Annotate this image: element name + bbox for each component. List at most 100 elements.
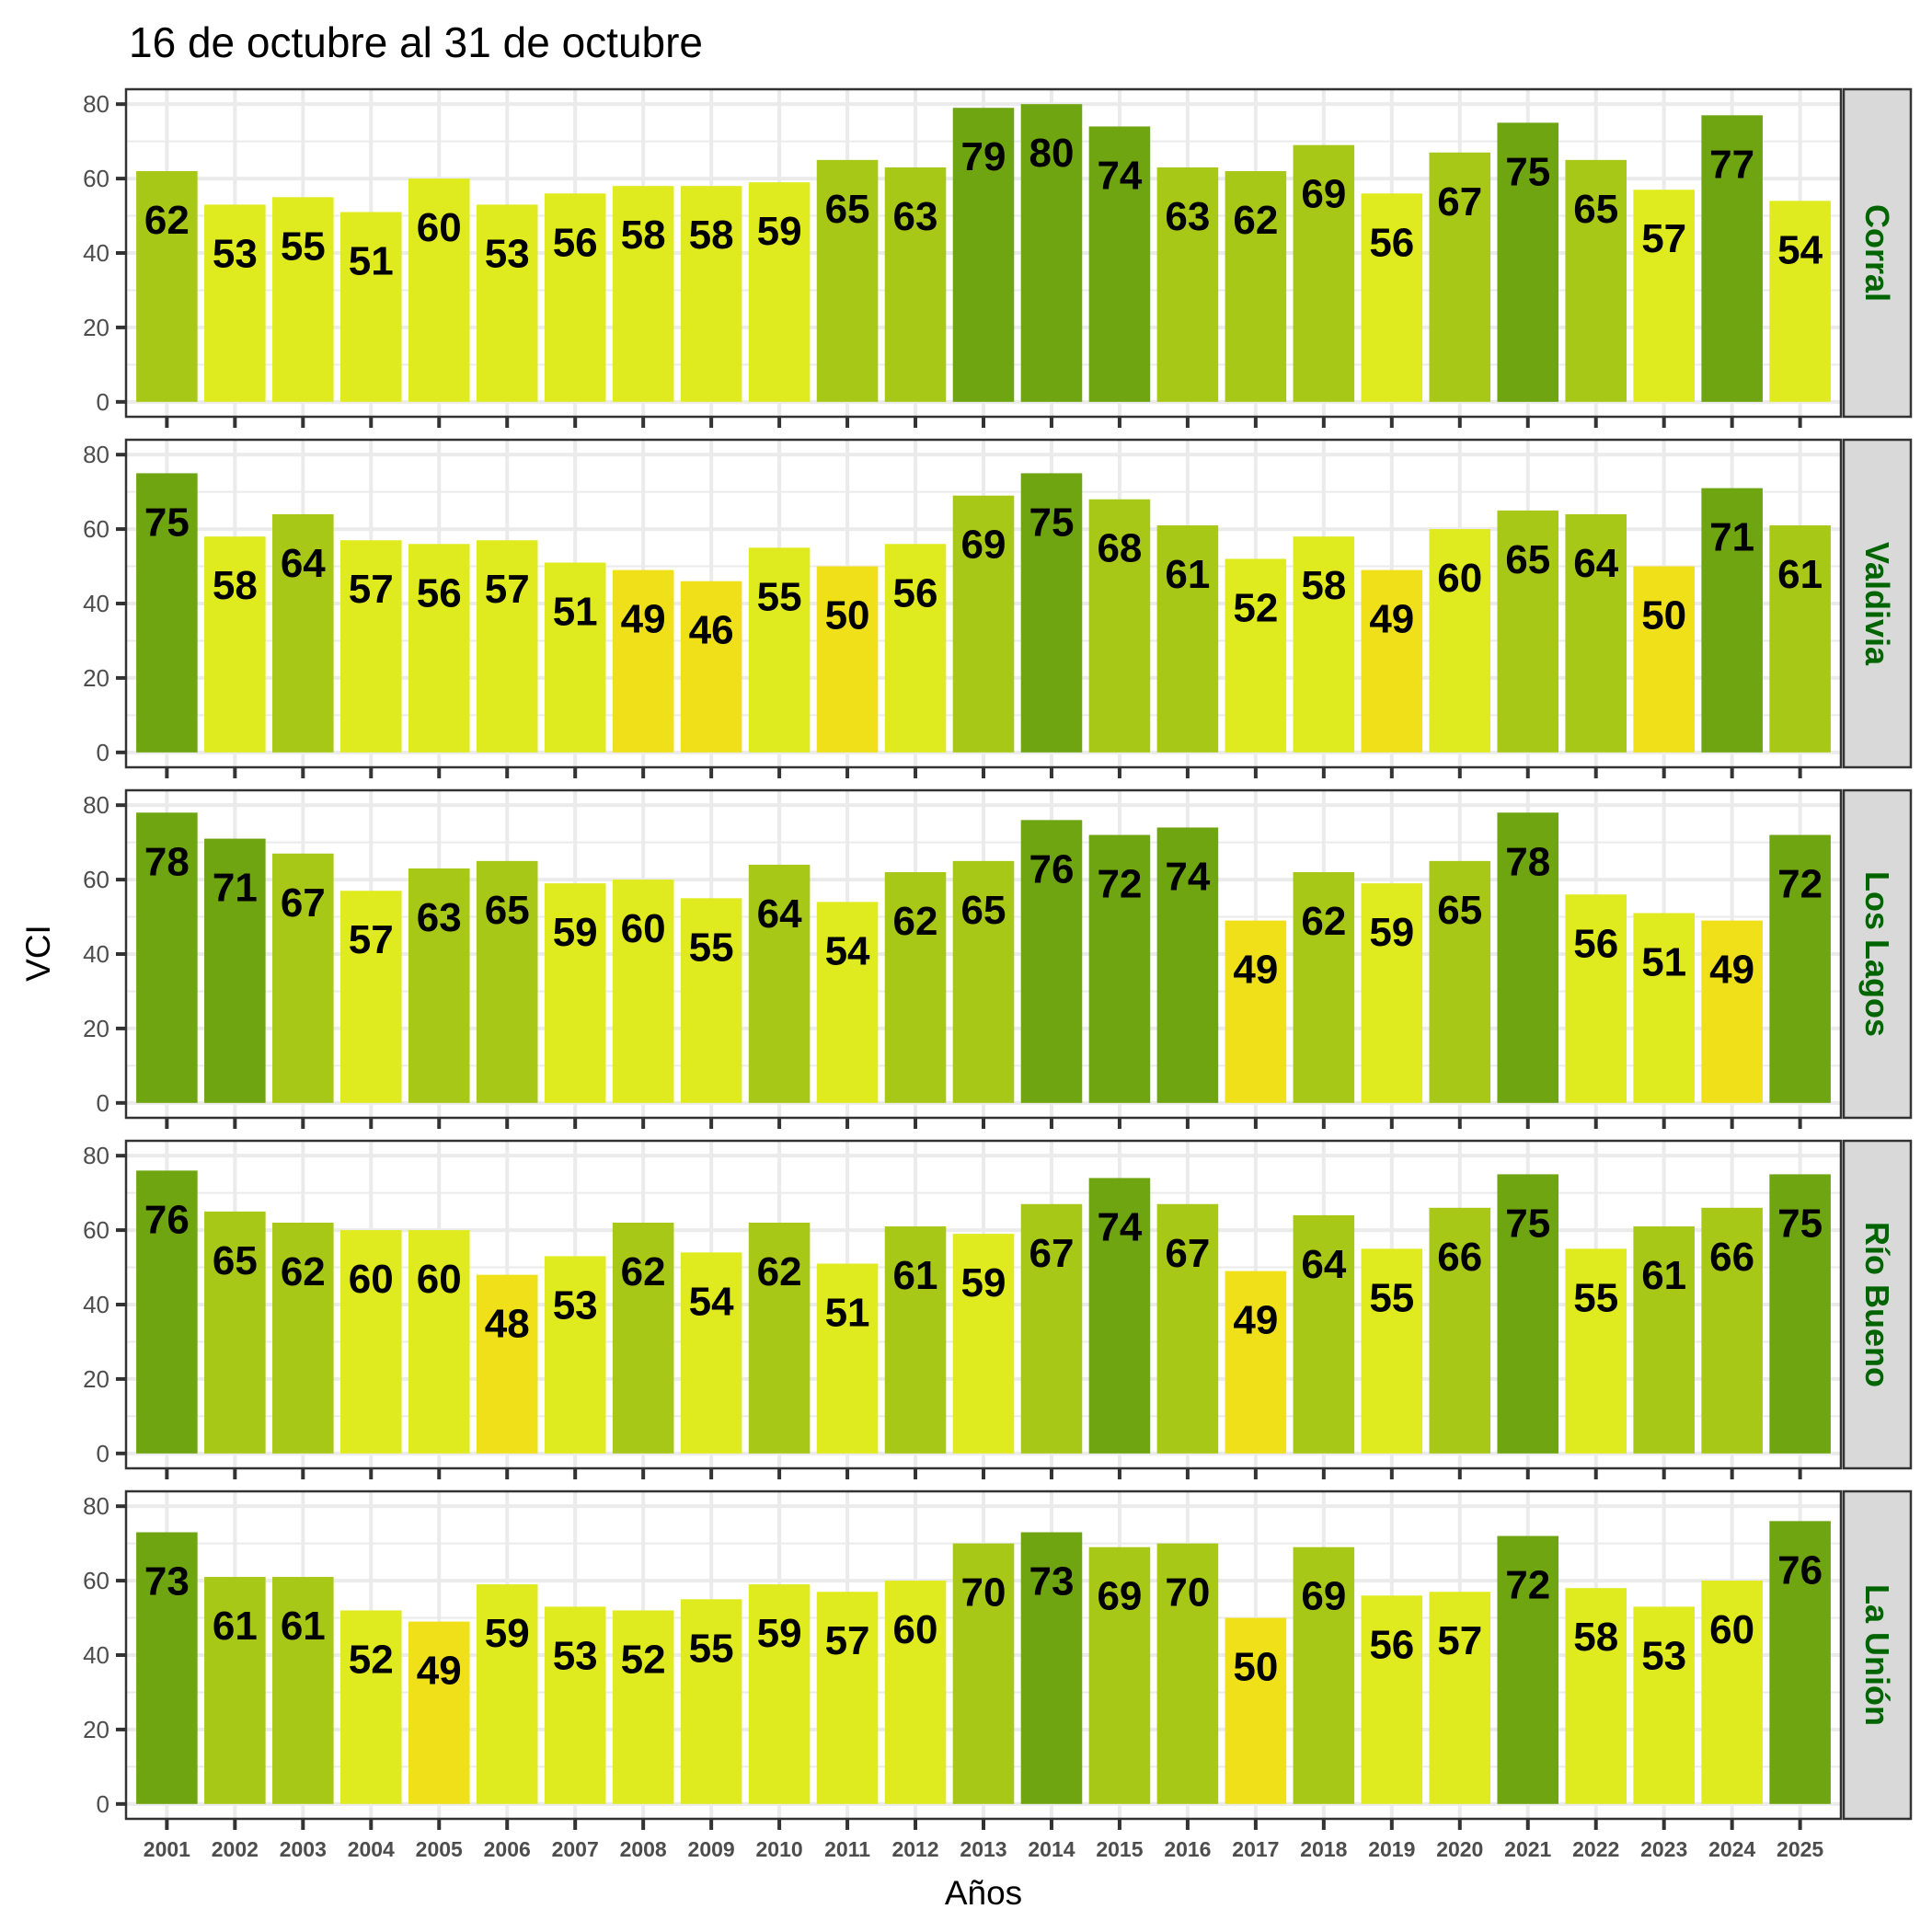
bar-value-label: 62 xyxy=(621,1249,666,1294)
bar-value-label: 57 xyxy=(1641,216,1686,261)
bar xyxy=(476,860,538,1103)
bar xyxy=(1701,1207,1763,1454)
bar xyxy=(1225,1271,1287,1454)
bar xyxy=(136,812,198,1103)
bar-value-label: 67 xyxy=(1437,179,1482,224)
y-tick-label: 40 xyxy=(83,590,109,617)
bar xyxy=(272,1223,334,1454)
bar xyxy=(544,1606,606,1804)
bar-value-label: 59 xyxy=(485,1611,530,1656)
y-tick-label: 20 xyxy=(83,314,109,341)
bar xyxy=(1429,152,1491,402)
bar xyxy=(1225,920,1287,1103)
facet-panels: 62 53 55 51 60 53 56 58 58 59 65 63 79 80 74 63 62 69 56 67… xyxy=(83,87,1913,1830)
bar-value-label: 60 xyxy=(893,1607,938,1652)
bar-value-label: 67 xyxy=(1165,1231,1210,1276)
bar-value-label: 51 xyxy=(825,1291,870,1336)
y-axis-title: VCI xyxy=(19,925,57,982)
x-tick-label: 2024 xyxy=(1708,1837,1755,1861)
facet-strip-label: Río Bueno xyxy=(1858,1222,1896,1387)
y-tick-label: 20 xyxy=(83,1716,109,1743)
bar xyxy=(680,898,742,1103)
bar-value-label: 69 xyxy=(1301,172,1346,217)
bar-value-label: 57 xyxy=(349,917,394,962)
y-tick-label: 80 xyxy=(83,441,109,468)
bar xyxy=(680,581,742,753)
bar xyxy=(884,1226,947,1454)
bar xyxy=(816,902,879,1103)
bar-value-label: 65 xyxy=(961,888,1006,933)
bar xyxy=(1701,1581,1763,1804)
bar-value-label: 56 xyxy=(417,570,462,615)
bar-value-label: 53 xyxy=(553,1282,598,1328)
bar-value-label: 65 xyxy=(1437,888,1482,933)
bar-value-label: 55 xyxy=(1369,1275,1414,1320)
bar-value-label: 72 xyxy=(1777,862,1823,907)
bar-value-label: 62 xyxy=(757,1249,802,1294)
x-tick-label: 2020 xyxy=(1436,1837,1483,1861)
x-tick-label: 2022 xyxy=(1572,1837,1619,1861)
facet-strip xyxy=(1842,788,1913,1120)
bar xyxy=(1701,920,1763,1103)
bar xyxy=(204,1211,266,1454)
bar-value-label: 57 xyxy=(1437,1618,1482,1663)
bar-value-label: 70 xyxy=(961,1570,1006,1616)
bar-value-label: 76 xyxy=(1029,846,1074,891)
x-tick-label: 2005 xyxy=(416,1837,463,1861)
bar xyxy=(1633,566,1695,753)
bar-value-label: 67 xyxy=(1029,1231,1074,1276)
bar-value-label: 72 xyxy=(1097,862,1142,907)
x-tick-label: 2025 xyxy=(1777,1837,1823,1861)
bar-value-label: 60 xyxy=(621,906,666,951)
bar xyxy=(612,1223,674,1454)
bar xyxy=(544,562,606,753)
bar-value-label: 62 xyxy=(144,198,190,243)
y-tick-label: 80 xyxy=(83,791,109,819)
facet-strip-label: La Unión xyxy=(1858,1584,1896,1726)
x-tick-label: 2007 xyxy=(552,1837,599,1861)
bar-value-label: 53 xyxy=(1641,1633,1686,1678)
bar-value-label: 66 xyxy=(1437,1235,1482,1280)
bar xyxy=(136,171,198,402)
bar-value-label: 60 xyxy=(349,1257,394,1302)
bar xyxy=(1361,883,1423,1103)
bar-value-label: 49 xyxy=(417,1649,462,1694)
bar-value-label: 52 xyxy=(1233,585,1278,630)
bar xyxy=(612,186,674,402)
y-tick-label: 20 xyxy=(83,664,109,692)
x-tick-label: 2018 xyxy=(1300,1837,1347,1861)
bar-value-label: 69 xyxy=(1301,1574,1346,1619)
bar xyxy=(748,547,811,753)
x-tick-label: 2016 xyxy=(1164,1837,1211,1861)
facet-strip xyxy=(1842,1489,1913,1821)
y-tick-label: 0 xyxy=(97,1790,109,1818)
bar-value-label: 59 xyxy=(757,1611,802,1656)
bar-value-label: 55 xyxy=(1573,1275,1618,1320)
bar-value-label: 61 xyxy=(1777,552,1823,597)
bar xyxy=(1497,812,1559,1103)
bar xyxy=(1769,1521,1831,1804)
y-tick-label: 60 xyxy=(83,515,109,543)
bar-value-label: 58 xyxy=(1573,1615,1618,1660)
facet-strip xyxy=(1842,1139,1913,1470)
bar xyxy=(1497,122,1559,402)
bar-value-label: 59 xyxy=(961,1260,1006,1305)
bar-value-label: 53 xyxy=(485,231,530,276)
bar xyxy=(1020,104,1083,402)
y-tick-label: 80 xyxy=(83,90,109,118)
bar xyxy=(612,880,674,1103)
bar-value-label: 56 xyxy=(1369,220,1414,265)
facet-panel: 78 71 67 57 63 65 59 60 55 64 54 62 65 76 72 74 49 62 59 65… xyxy=(83,788,1913,1129)
bar xyxy=(952,860,1015,1103)
bar-value-label: 62 xyxy=(893,899,938,944)
bar xyxy=(408,868,470,1103)
facet-strip xyxy=(1842,438,1913,769)
bar xyxy=(204,536,266,753)
bar-value-label: 60 xyxy=(1709,1607,1754,1652)
bar xyxy=(1361,193,1423,402)
bar-value-label: 60 xyxy=(417,205,462,250)
bar-value-label: 56 xyxy=(553,220,598,265)
bar-value-label: 63 xyxy=(417,895,462,940)
facet-strip-label: Los Lagos xyxy=(1858,871,1896,1037)
x-tick-label: 2001 xyxy=(144,1837,190,1861)
